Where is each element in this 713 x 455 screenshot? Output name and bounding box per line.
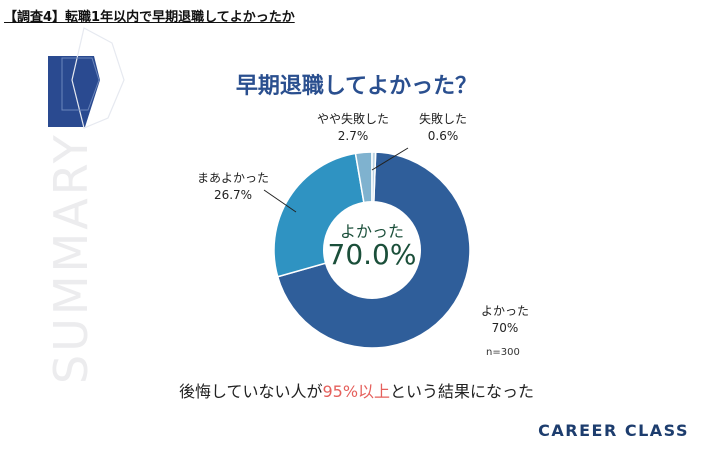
- footnote-after: という結果になった: [390, 382, 535, 401]
- label-shippai: 失敗した 0.6%: [408, 111, 478, 145]
- footnote-text: 後悔していない人が95%以上という結果になった: [0, 378, 713, 402]
- donut-center-value: 70.0%: [327, 238, 417, 271]
- label-shippai-value: 0.6%: [427, 129, 459, 143]
- label-yokatta-name: よかった: [480, 304, 529, 318]
- sample-size: n=300: [486, 347, 520, 358]
- decorative-hexagon-inner: [61, 57, 100, 111]
- footnote-before: 後悔していない人が: [178, 382, 323, 401]
- label-maa-yokatta: まあよかった 26.7%: [190, 170, 276, 204]
- label-shippai-name: 失敗した: [418, 112, 467, 126]
- label-yokatta: よかった 70%: [475, 303, 535, 337]
- page-header-title: 【調査4】転職1年以内で早期退職してよかったか: [4, 10, 295, 25]
- leader-line-shippai: [371, 147, 409, 171]
- footnote-highlight: 95%以上: [322, 382, 391, 401]
- brand-logo-text: CAREER CLASS: [538, 421, 689, 440]
- decorative-hexagon-outline: [71, 27, 125, 129]
- donut-center-label: よかった: [339, 222, 404, 241]
- label-yaya-shippai: やや失敗した 2.7%: [308, 111, 398, 145]
- chart-title: 早期退職してよかった？: [235, 74, 478, 99]
- label-yaya-shippai-name: やや失敗した: [316, 112, 389, 126]
- label-yaya-shippai-value: 2.7%: [337, 129, 369, 143]
- label-yokatta-value: 70%: [491, 321, 519, 335]
- decorative-hexagon-filled: [48, 56, 100, 127]
- donut-hole: [323, 201, 421, 299]
- leader-line-maa-yokatta: [263, 189, 297, 213]
- label-maa-yokatta-value: 26.7%: [213, 188, 253, 202]
- label-maa-yokatta-name: まあよかった: [196, 171, 269, 185]
